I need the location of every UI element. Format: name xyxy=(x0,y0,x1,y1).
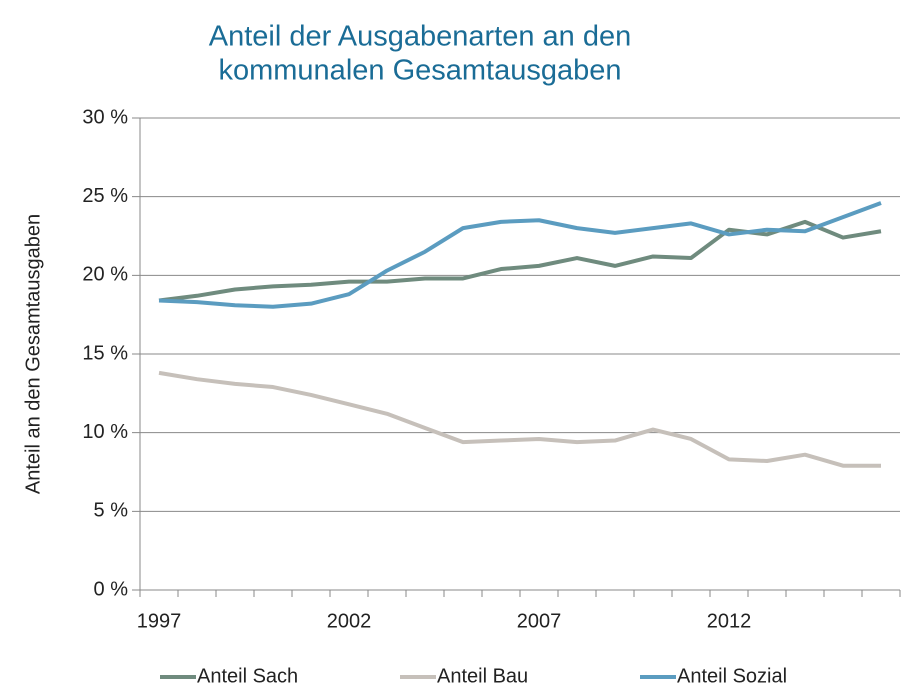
chart-title: kommunalen Gesamtausgaben xyxy=(218,55,621,87)
legend-label: Anteil Bau xyxy=(437,665,528,687)
x-tick-label: 2002 xyxy=(327,610,372,632)
x-tick-label: 1997 xyxy=(137,610,182,632)
y-tick-label: 15 % xyxy=(82,342,128,364)
y-tick-label: 5 % xyxy=(94,500,129,522)
y-tick-label: 30 % xyxy=(82,106,128,128)
y-tick-label: 0 % xyxy=(94,578,129,600)
line xyxy=(158,201,882,309)
chart-title: Anteil der Ausgabenarten an den xyxy=(209,21,631,53)
y-tick-label: 10 % xyxy=(82,421,128,443)
x-tick-label: 2012 xyxy=(707,610,752,632)
legend-label: Anteil Sozial xyxy=(677,665,787,687)
legend-label: Anteil Sach xyxy=(197,665,298,687)
y-tick-label: 25 % xyxy=(82,185,128,207)
y-tick-label: 20 % xyxy=(82,264,128,286)
line xyxy=(158,370,881,468)
line xyxy=(158,219,882,303)
x-tick-label: 2007 xyxy=(517,610,562,632)
y-axis-label: Anteil an den Gesamtausgaben xyxy=(22,214,44,494)
